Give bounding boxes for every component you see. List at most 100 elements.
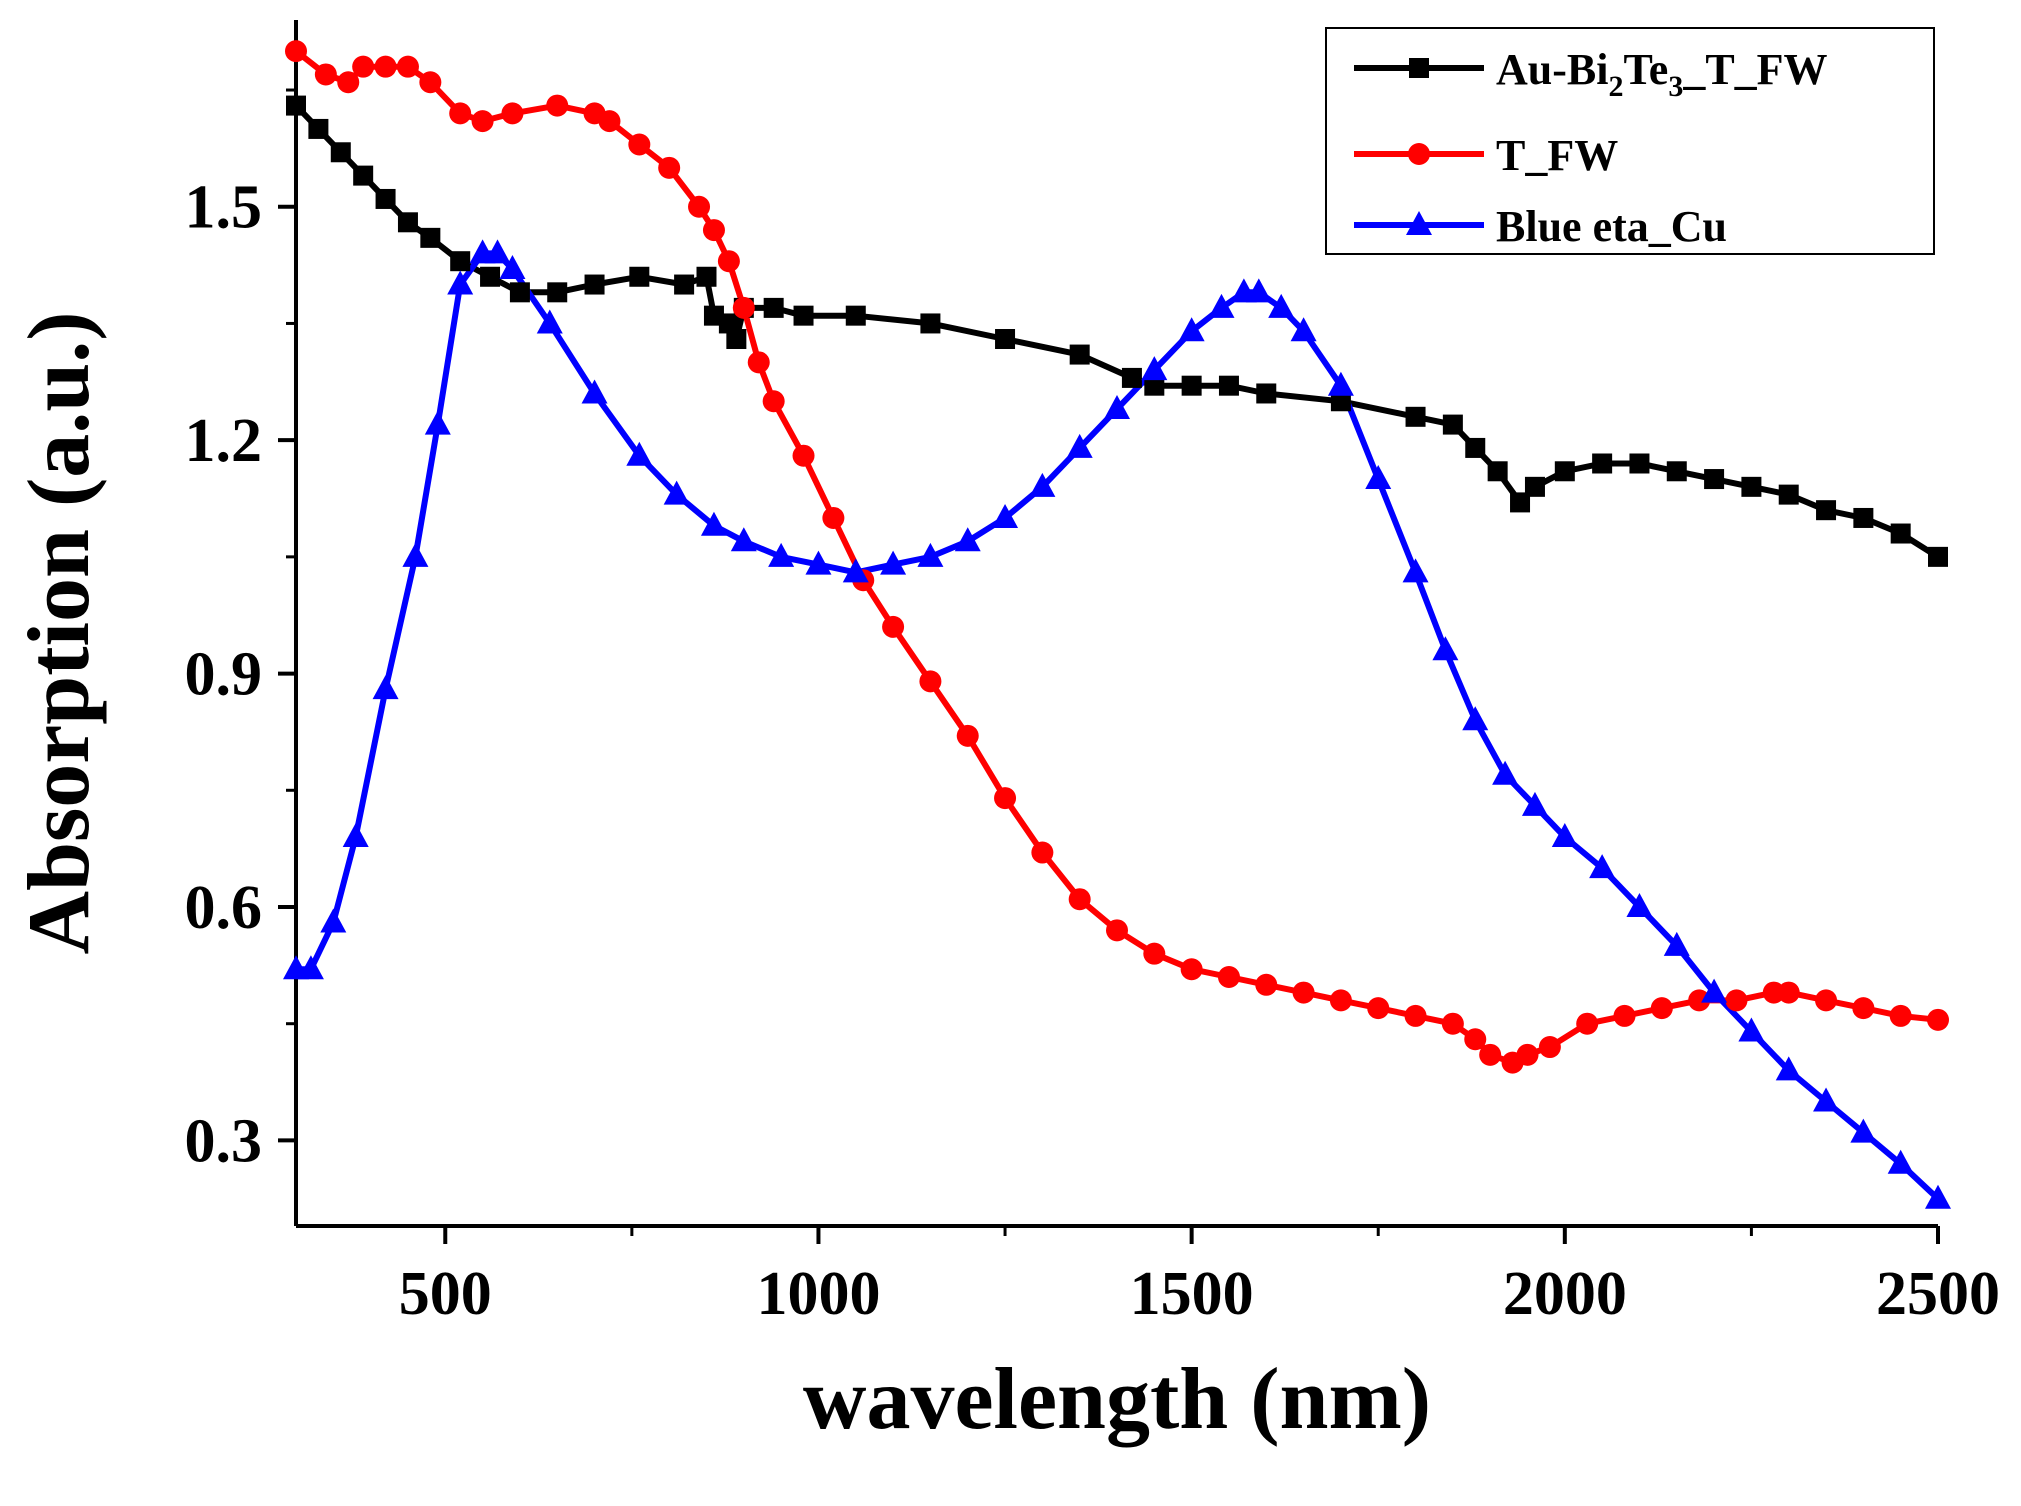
x-tick-label: 1000 (756, 1260, 880, 1328)
data-point-t-fw (1180, 958, 1203, 981)
data-point-au-bi2te3-t-fw (1816, 500, 1837, 521)
legend-label-au-bi2te3-t-fw: Au-Bi2Te3_T_FW (1496, 45, 1828, 103)
data-point-t-fw (1329, 989, 1352, 1012)
data-point-blue-eta-cu (805, 550, 832, 575)
y-tick-label: 0.9 (185, 641, 263, 709)
data-point-t-fw (882, 615, 905, 638)
data-point-au-bi2te3-t-fw (1928, 546, 1948, 567)
data-point-t-fw (732, 296, 755, 319)
data-point-t-fw (658, 156, 681, 179)
data-point-t-fw (1688, 989, 1711, 1012)
data-point-au-bi2te3-t-fw (763, 297, 784, 318)
data-point-au-bi2te3-t-fw (509, 282, 530, 303)
legend-marker-au-bi2te3-t-fw (1409, 58, 1429, 78)
y-tick-label: 1.5 (185, 174, 263, 242)
data-point-au-bi2te3-t-fw (1256, 383, 1277, 404)
data-point-t-fw (822, 506, 845, 529)
data-point-au-bi2te3-t-fw (995, 329, 1016, 350)
data-point-au-bi2te3-t-fw (420, 227, 441, 248)
data-point-blue-eta-cu (1589, 854, 1616, 879)
data-point-t-fw (374, 55, 397, 78)
data-point-au-bi2te3-t-fw (480, 266, 501, 287)
data-point-au-bi2te3-t-fw (1218, 375, 1239, 396)
x-tick-label: 2000 (1503, 1260, 1627, 1328)
data-point-t-fw (1106, 919, 1128, 942)
data-point-au-bi2te3-t-fw (1465, 437, 1486, 458)
data-point-au-bi2te3-t-fw (547, 282, 568, 303)
data-point-blue-eta-cu (1432, 636, 1459, 661)
data-point-t-fw (1516, 1043, 1539, 1066)
data-point-blue-eta-cu (1887, 1149, 1914, 1174)
data-point-blue-eta-cu (917, 542, 944, 567)
data-point-au-bi2te3-t-fw (308, 118, 329, 139)
data-point-t-fw (1538, 1036, 1561, 1059)
data-point-t-fw (1576, 1012, 1599, 1035)
data-point-blue-eta-cu (499, 254, 526, 279)
data-point-blue-eta-cu (1521, 791, 1548, 816)
data-point-blue-eta-cu (700, 511, 727, 536)
data-point-t-fw (1852, 997, 1875, 1020)
data-point-t-fw (1404, 1004, 1427, 1027)
data-point-au-bi2te3-t-fw (1510, 492, 1531, 513)
data-point-au-bi2te3-t-fw (1554, 461, 1575, 482)
series-markers (283, 40, 1951, 1209)
data-point-blue-eta-cu (730, 527, 757, 552)
data-point-t-fw (1479, 1043, 1502, 1066)
legend-marker-blue-eta-cu (1406, 211, 1432, 235)
data-point-au-bi2te3-t-fw (1853, 507, 1874, 528)
data-point-t-fw (1464, 1028, 1487, 1051)
data-point-blue-eta-cu (954, 527, 981, 552)
legend-label-t-fw: T_FW (1496, 131, 1618, 180)
data-point-t-fw (1143, 942, 1166, 965)
data-point-t-fw (717, 250, 740, 273)
x-tick-label: 2500 (1876, 1260, 2000, 1328)
data-point-au-bi2te3-t-fw (353, 165, 374, 186)
data-point-t-fw (762, 390, 785, 413)
data-point-au-bi2te3-t-fw (696, 266, 717, 287)
data-point-blue-eta-cu (1365, 465, 1392, 490)
data-point-t-fw (1927, 1008, 1949, 1031)
data-point-au-bi2te3-t-fw (726, 329, 747, 350)
data-point-blue-eta-cu (1290, 317, 1317, 342)
data-point-t-fw (352, 55, 375, 78)
data-point-blue-eta-cu (1925, 1184, 1951, 1209)
data-point-blue-eta-cu (1626, 892, 1653, 917)
data-point-t-fw (1217, 966, 1240, 989)
data-point-au-bi2te3-t-fw (397, 212, 418, 233)
x-axis-title: wavelength (nm) (803, 1351, 1431, 1448)
data-point-blue-eta-cu (342, 822, 369, 847)
data-point-blue-eta-cu (1029, 472, 1056, 497)
data-point-blue-eta-cu (447, 270, 474, 295)
data-point-au-bi2te3-t-fw (1144, 375, 1165, 396)
data-point-au-bi2te3-t-fw (375, 188, 396, 209)
data-point-t-fw (1441, 1012, 1464, 1035)
data-point-t-fw (688, 195, 711, 218)
legend-marker-t-fw (1408, 143, 1430, 165)
data-point-t-fw (702, 219, 725, 242)
data-point-blue-eta-cu (297, 955, 324, 980)
data-point-t-fw (1725, 989, 1748, 1012)
data-point-t-fw (994, 787, 1017, 810)
data-point-t-fw (396, 55, 419, 78)
data-point-blue-eta-cu (1327, 371, 1354, 396)
data-point-t-fw (285, 40, 307, 63)
data-point-au-bi2te3-t-fw (1181, 375, 1202, 396)
data-point-blue-eta-cu (1738, 1017, 1765, 1042)
data-point-t-fw (1031, 841, 1054, 864)
data-point-au-bi2te3-t-fw (1629, 453, 1650, 474)
data-point-blue-eta-cu (626, 441, 653, 466)
data-point-t-fw (1777, 981, 1800, 1004)
legend-label-blue-eta-cu: Blue eta_Cu (1496, 202, 1727, 251)
data-point-t-fw (598, 110, 621, 133)
data-point-blue-eta-cu (1462, 706, 1489, 731)
data-point-au-bi2te3-t-fw (674, 274, 695, 295)
data-point-blue-eta-cu (1402, 558, 1429, 583)
data-point-t-fw (1292, 981, 1315, 1004)
x-tick-label: 1500 (1130, 1260, 1254, 1328)
data-point-au-bi2te3-t-fw (1405, 406, 1426, 427)
data-point-t-fw (449, 102, 472, 125)
data-point-blue-eta-cu (768, 542, 795, 567)
data-point-au-bi2te3-t-fw (1069, 344, 1090, 365)
